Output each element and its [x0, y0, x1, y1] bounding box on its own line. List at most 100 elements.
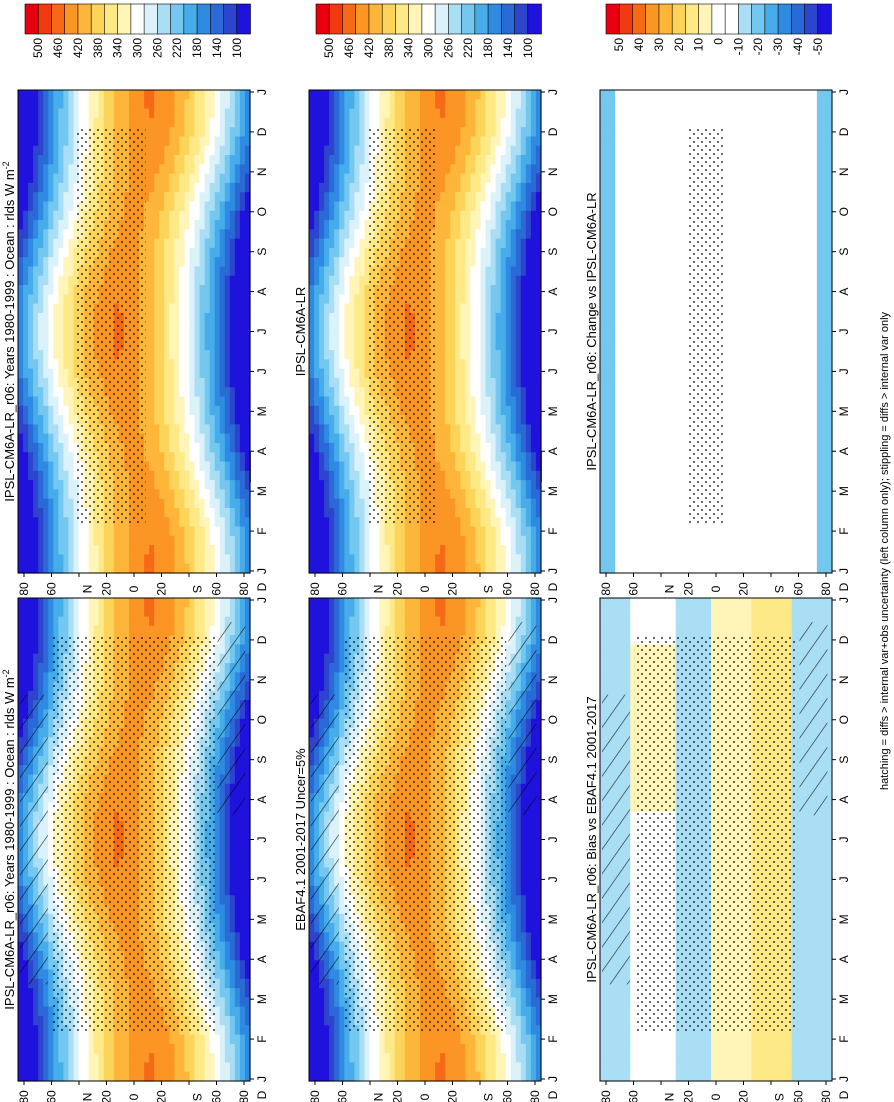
cell: [195, 397, 201, 407]
cell: [144, 527, 150, 537]
cell: [129, 545, 135, 555]
cell: [220, 607, 226, 617]
cell: [43, 443, 49, 453]
cell: [154, 322, 160, 332]
cell: [220, 508, 226, 518]
cell: [205, 1072, 211, 1082]
cell: [58, 118, 64, 128]
cell: [230, 90, 236, 100]
cell: [205, 118, 211, 128]
cell: [68, 118, 74, 128]
cell: [169, 1044, 175, 1054]
cell: [33, 211, 39, 221]
cell: [220, 378, 226, 388]
cell: [28, 424, 34, 434]
cell: [215, 174, 221, 184]
cell: [33, 229, 39, 239]
cell: [235, 489, 241, 499]
cell: [43, 118, 49, 128]
cell: [63, 1062, 69, 1072]
cell: [159, 266, 165, 276]
cell: [48, 183, 54, 193]
lat-tick-label: 0: [127, 1093, 141, 1100]
cell: [129, 527, 135, 537]
cell: [164, 99, 170, 109]
cell: [48, 211, 54, 221]
cell: [215, 1072, 221, 1082]
cell: [225, 443, 231, 453]
cell: [154, 1062, 160, 1072]
cell: [58, 164, 64, 174]
cell: [149, 387, 155, 397]
cell: [184, 201, 190, 211]
cell: [18, 564, 24, 574]
cell: [174, 369, 180, 379]
cell: [230, 886, 236, 896]
cell: [210, 508, 216, 518]
cell: [235, 545, 241, 555]
cell: [215, 229, 221, 239]
cell: [129, 1035, 135, 1045]
cell: [28, 201, 34, 211]
cell: [63, 276, 69, 286]
cell: [63, 471, 69, 481]
cell: [200, 155, 206, 165]
cell: [99, 99, 105, 109]
cell: [53, 285, 59, 295]
cell: [169, 1053, 175, 1063]
cell: [240, 932, 246, 942]
cell: [189, 415, 195, 425]
cell: [215, 895, 221, 905]
cell: [189, 146, 195, 156]
cell: [174, 229, 180, 239]
month-tick-label: D: [255, 635, 269, 644]
cell: [58, 480, 64, 490]
cell: [195, 239, 201, 249]
cell: [114, 554, 120, 564]
cell: [230, 536, 236, 546]
month-tick-label: J: [255, 368, 269, 374]
cell: [210, 229, 216, 239]
cell: [174, 183, 180, 193]
cell: [205, 99, 211, 109]
cell: [38, 155, 44, 165]
cell: [230, 598, 236, 608]
cell: [58, 136, 64, 146]
cell: [159, 211, 165, 221]
cell: [235, 127, 241, 137]
cell: [53, 257, 59, 267]
cell: [189, 471, 195, 481]
cell: [159, 626, 165, 636]
lat-tick-label: 0: [127, 585, 141, 592]
cell: [179, 545, 185, 555]
cell: [38, 564, 44, 574]
cell: [154, 359, 160, 369]
cell: [154, 626, 160, 636]
cell: [68, 239, 74, 249]
cell: [470, 598, 476, 608]
cell: [215, 932, 221, 942]
cell: [18, 201, 24, 211]
cell: [240, 886, 246, 896]
cell: [230, 554, 236, 564]
cell: [38, 350, 44, 360]
lat-tick-label: 80: [17, 582, 31, 596]
cell: [28, 378, 34, 388]
cell: [215, 183, 221, 193]
cell: [184, 1053, 190, 1063]
cell: [149, 545, 155, 555]
cell: [149, 109, 155, 119]
stippling: [53, 637, 215, 1033]
cell: [220, 322, 226, 332]
cell: [179, 1053, 185, 1063]
cell: [164, 617, 170, 627]
cell: [195, 536, 201, 546]
cell: [169, 626, 175, 636]
cell: [18, 332, 24, 342]
cell: [154, 527, 160, 537]
cell: [33, 332, 39, 342]
cell: [23, 672, 29, 682]
cell: [144, 554, 150, 564]
cell: [84, 617, 90, 627]
cell: [230, 988, 236, 998]
